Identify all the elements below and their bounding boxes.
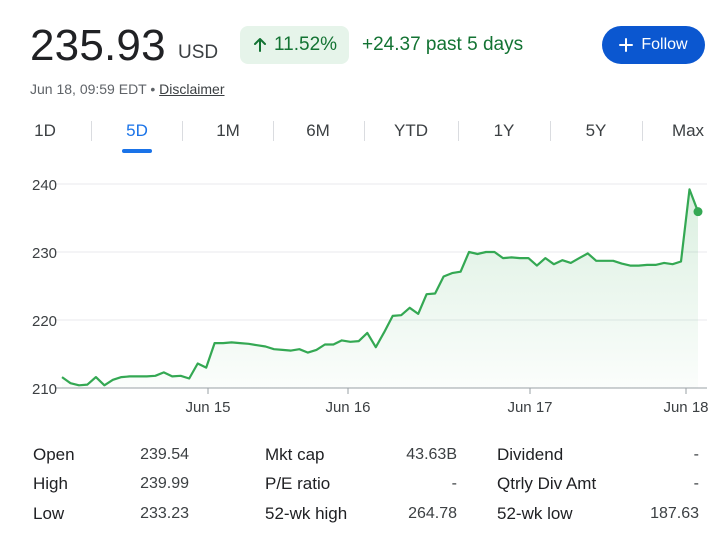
active-tab-indicator [122, 149, 152, 153]
range-tabs: 1D 5D 1M 6M YTD 1Y 5Y Max [0, 113, 727, 153]
price-chart: 210 220 230 240 Jun 15 Jun 16 Jun 17 Jun 18 [32, 177, 709, 416]
follow-button-label: Follow [641, 36, 688, 53]
stat-value: 187.63 [650, 505, 699, 522]
stat-label: Dividend [497, 445, 564, 464]
current-price-dot [693, 207, 703, 217]
tab-label: 1Y [493, 121, 515, 140]
stat-value: 239.99 [140, 475, 189, 492]
plus-icon [619, 38, 634, 52]
tab-label: Max [671, 121, 705, 140]
current-price: 235.93 [30, 21, 166, 70]
stat-label: Mkt cap [265, 445, 325, 464]
stat-label: Open [33, 445, 75, 464]
tab-1m[interactable]: 1M [198, 113, 258, 149]
y-tick-label: 220 [32, 313, 57, 330]
stat-label: P/E ratio [265, 474, 331, 493]
tab-max[interactable]: Max [658, 113, 718, 149]
tab-5d[interactable]: 5D [107, 113, 167, 153]
stat-value: - [693, 475, 699, 492]
quote-meta: Jun 18, 09:59 EDT • Disclaimer [30, 81, 225, 97]
x-tick-label: Jun 16 [325, 399, 370, 416]
x-tick-label: Jun 17 [507, 399, 552, 416]
tab-label: 6M [306, 121, 330, 140]
tab-label: 5Y [585, 121, 607, 140]
tab-divider [182, 121, 183, 141]
timestamp: Jun 18, 09:59 EDT [30, 81, 147, 97]
tab-divider [642, 121, 643, 141]
y-tick-label: 210 [32, 381, 57, 398]
stat-label: Qtrly Div Amt [497, 474, 597, 493]
tab-ytd[interactable]: YTD [381, 113, 441, 149]
tab-5y[interactable]: 5Y [566, 113, 626, 149]
tab-divider [550, 121, 551, 141]
y-tick-label: 240 [32, 177, 57, 194]
stat-value: 239.54 [140, 446, 189, 463]
quote-header: 235.93 USD 11.52% +24.37 past 5 days Fol… [30, 20, 720, 80]
stat-value: - [451, 475, 457, 492]
tab-label: 1M [216, 121, 240, 140]
price-area-fill [62, 189, 698, 388]
percent-change-badge: 11.52% [240, 26, 350, 64]
price-line [61, 188, 700, 387]
percent-change-value: 11.52% [274, 34, 338, 55]
x-tick-label: Jun 18 [663, 399, 708, 416]
tab-label: YTD [394, 121, 428, 140]
tab-divider [273, 121, 274, 141]
tab-6m[interactable]: 6M [288, 113, 348, 149]
stat-label: 52-wk low [497, 504, 573, 523]
disclaimer-link[interactable]: Disclaimer [159, 81, 225, 97]
tab-label: 5D [126, 121, 148, 140]
stat-value: 43.63B [406, 446, 457, 463]
tab-divider [364, 121, 365, 141]
arrow-up-icon [254, 38, 266, 52]
x-tick-label: Jun 15 [185, 399, 230, 416]
follow-button[interactable]: Follow [602, 26, 705, 64]
stat-label: Low [33, 504, 65, 523]
y-tick-label: 230 [32, 245, 57, 262]
stat-value: 264.78 [408, 505, 457, 522]
stat-label: High [33, 474, 68, 493]
absolute-change: +24.37 past 5 days [362, 34, 524, 55]
tab-divider [458, 121, 459, 141]
stats-table: Open 239.54 High 239.99 Low 233.23 Mkt cap 43.6… [0, 440, 727, 550]
currency-label: USD [178, 42, 219, 63]
stat-value: 233.23 [140, 505, 189, 522]
tab-1d[interactable]: 1D [15, 113, 75, 149]
meta-separator: • [150, 81, 156, 97]
stat-value: - [693, 446, 699, 463]
tab-1y[interactable]: 1Y [474, 113, 534, 149]
tab-label: 1D [34, 121, 56, 140]
stat-label: 52-wk high [265, 504, 348, 523]
tab-divider [91, 121, 92, 141]
